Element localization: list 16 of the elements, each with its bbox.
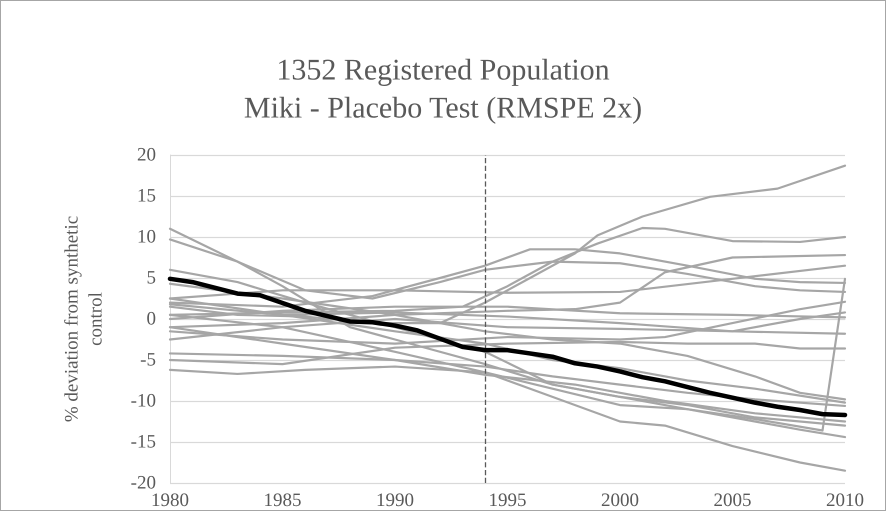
- x-tick-label: 2000: [601, 490, 639, 511]
- x-tick-label: 2005: [714, 490, 752, 511]
- x-tick-label: 1985: [264, 490, 302, 511]
- y-tick-label: 0: [146, 308, 156, 330]
- chart-title: 1352 Registered Population Miki - Placebo Test (RMSPE 2x): [244, 54, 642, 124]
- x-tick-label: 1995: [488, 490, 526, 511]
- y-tick-label: 20: [137, 144, 156, 166]
- y-tick-label: 10: [137, 226, 156, 248]
- y-tick-label: 15: [137, 186, 156, 206]
- x-tick-label: 1990: [376, 490, 414, 511]
- y-tick-label: -10: [130, 390, 156, 412]
- x-tick-label: 2010: [826, 490, 864, 511]
- y-tick-label: -15: [130, 432, 156, 452]
- y-axis-title: % deviation from synthetic control: [62, 216, 106, 422]
- y-tick-label: -5: [140, 350, 156, 370]
- y-tick-label: 5: [146, 268, 156, 288]
